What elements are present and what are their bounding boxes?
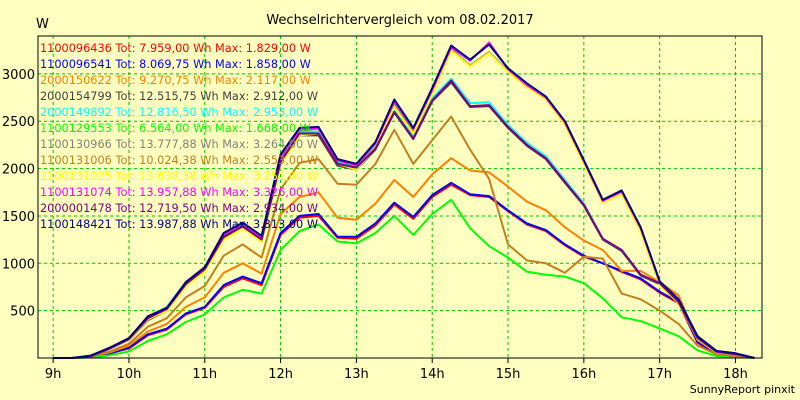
legend-entry: 2000001478 Tot: 12.719,50 Wh Max: 2.934,… — [40, 202, 318, 215]
legend-entry: 1100131025 Tot: 13.638,38 Wh Max: 3.251,… — [40, 170, 318, 183]
legend-entry: 1100096541 Tot: 8.069,75 Wh Max: 1.858,0… — [40, 58, 311, 71]
y-tick-label: 2500 — [2, 115, 35, 130]
plot-frame — [37, 35, 763, 359]
x-tick-label: 11h — [192, 367, 217, 382]
footer-label: SunnyReport pinxit — [690, 383, 796, 396]
series-line-11 — [53, 43, 755, 359]
legend-entry: 1100131074 Tot: 13.957,88 Wh Max: 3.326,… — [40, 186, 318, 199]
x-tick-label: 18h — [723, 367, 748, 382]
x-tick-label: 9h — [45, 367, 62, 382]
y-tick-label: 1000 — [2, 257, 35, 272]
legend-entry: 1100148421 Tot: 13.987,88 Wh Max: 3.313,… — [40, 218, 318, 231]
series-line-8 — [53, 49, 755, 359]
y-tick-label: 3000 — [2, 68, 35, 83]
y-tick-label: 1500 — [2, 210, 35, 225]
y-tick-labels: 500 1000 1500 2000 2500 3000 — [2, 68, 35, 320]
x-tick-label: 10h — [117, 367, 142, 382]
x-tick-label: 12h — [268, 367, 293, 382]
series-line-1 — [53, 181, 755, 359]
y-tick-label: 2000 — [2, 163, 35, 178]
x-tick-label: 13h — [344, 367, 369, 382]
y-tick-label: 500 — [10, 305, 35, 320]
legend-entry: 1100130966 Tot: 13.777,88 Wh Max: 3.264,… — [40, 138, 318, 151]
legend: 1100096436 Tot: 7.959,00 Wh Max: 1.829,0… — [40, 42, 318, 231]
x-tick-label: 16h — [571, 367, 596, 382]
x-tick-label: 15h — [496, 367, 521, 382]
x-tick-label: 14h — [420, 367, 445, 382]
series-line-5 — [53, 198, 755, 359]
legend-entry: 1100096436 Tot: 7.959,00 Wh Max: 1.829,0… — [40, 42, 311, 55]
series-lines — [53, 41, 755, 359]
legend-entry: 1100131006 Tot: 10.024,38 Wh Max: 2.553,… — [40, 154, 318, 167]
x-tick-label: 17h — [647, 367, 672, 382]
y-axis-label: W — [36, 17, 49, 32]
x-tick-labels: 9h 10h 11h 12h 13h 14h 15h 16h 17h 18h — [45, 367, 748, 382]
legend-entry: 2000149892 Tot: 12.816,50 Wh Max: 2.953,… — [40, 106, 318, 119]
series-line-7 — [53, 115, 755, 359]
chart-title: Wechselrichtervergleich vom 08.02.2017 — [266, 13, 533, 28]
legend-entry: 2000150622 Tot: 9.270,75 Wh Max: 2.117,0… — [40, 74, 311, 87]
legend-entry: 1100129553 Tot: 6.564,00 Wh Max: 1.668,0… — [40, 122, 311, 135]
legend-entry: 2000154799 Tot: 12.515,75 Wh Max: 2.912,… — [40, 90, 318, 103]
